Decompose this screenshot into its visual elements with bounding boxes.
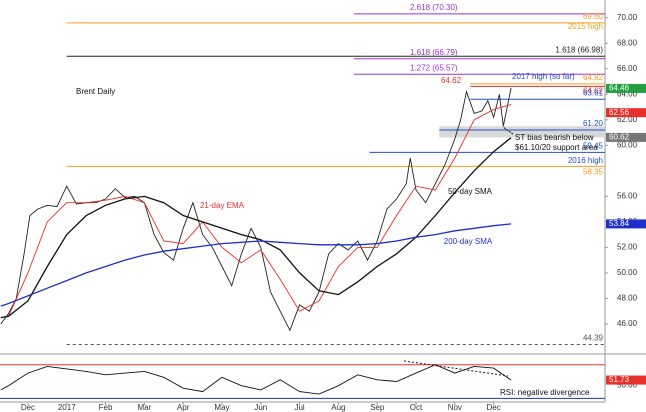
level-label: 1.272 (65.57) xyxy=(410,63,458,72)
x-tick-label: 2017 xyxy=(58,403,76,412)
y-tick-label: 60.00 xyxy=(617,140,638,149)
y-tick-label: 64.00 xyxy=(617,89,638,98)
annotation: 2016 high xyxy=(568,156,603,165)
x-tick-label: Oct xyxy=(410,403,423,412)
price-tag xyxy=(606,219,646,229)
annotation: ST bias bearish below xyxy=(515,133,594,142)
y-tick-label: 70.00 xyxy=(617,13,638,22)
price-tag-label: 60.62 xyxy=(609,133,630,142)
rsi-line xyxy=(0,364,512,395)
level-label: 1.618 (66.79) xyxy=(410,48,458,57)
level-label: 1.618 (66.98) xyxy=(555,45,603,54)
rsi-note: RSI: negative divergence xyxy=(500,388,590,397)
series-label: 200-day SMA xyxy=(444,237,493,246)
level-label: 44.39 xyxy=(583,334,604,343)
x-tick-label: Jul xyxy=(294,403,304,412)
y-tick-label: 50.00 xyxy=(617,268,638,277)
level-label: 64.62 xyxy=(583,87,604,96)
rsi-tick-label: 50.00 xyxy=(617,381,638,390)
annotation: 64.62 xyxy=(441,76,462,85)
x-tick-label: May xyxy=(214,403,229,412)
x-tick-label: Feb xyxy=(99,403,113,412)
level-label: 64.82 xyxy=(583,73,604,82)
y-tick-label: 68.00 xyxy=(617,38,638,47)
x-tick-label: Mar xyxy=(137,403,151,412)
x-tick-label: Jun xyxy=(254,403,267,412)
annotation-arrow xyxy=(502,126,514,135)
chart-title: Brent Daily xyxy=(76,87,115,96)
annotation: $61.10/20 support area xyxy=(515,143,598,152)
price-tag-label: 53.84 xyxy=(609,219,630,228)
divergence-arrow xyxy=(403,360,509,377)
y-tick-label: 62.00 xyxy=(617,115,638,124)
series-line xyxy=(0,223,512,307)
rsi-tag-label: 51.73 xyxy=(609,375,630,384)
annotation: 2015 high xyxy=(568,22,603,31)
level-label: 69.60 xyxy=(583,12,604,21)
price-tag-label: 62.56 xyxy=(609,108,630,117)
series-line xyxy=(0,104,512,319)
level-label: 61.20 xyxy=(583,119,604,128)
y-tick-label: 56.00 xyxy=(617,191,638,200)
series-line xyxy=(0,137,512,319)
rsi-tag xyxy=(606,375,646,385)
level-label: 63.61 xyxy=(583,88,604,97)
x-tick-label: Apr xyxy=(177,403,190,412)
y-tick-label: 46.00 xyxy=(617,319,638,328)
level-label: 59.45 xyxy=(583,141,604,150)
x-tick-label: Dec xyxy=(21,403,35,412)
y-tick-label: 66.00 xyxy=(617,64,638,73)
x-tick-label: Nov xyxy=(448,403,462,412)
price-tag-label: 64.46 xyxy=(609,84,630,93)
x-tick-label: Sep xyxy=(370,403,385,412)
price-tag xyxy=(606,83,646,93)
price-tag xyxy=(606,108,646,118)
x-tick-label: Dec xyxy=(487,403,501,412)
annotation: 2017 high (so far) xyxy=(512,72,575,81)
series-label: 21-day EMA xyxy=(200,201,245,210)
level-label: 58.35 xyxy=(583,167,604,176)
y-tick-label: 52.00 xyxy=(617,242,638,251)
level-label: 2.618 (70.30) xyxy=(410,3,458,12)
support-zone xyxy=(439,126,605,138)
series-label: 50-day SMA xyxy=(448,187,493,196)
x-tick-label: Aug xyxy=(331,403,345,412)
price-tag xyxy=(606,132,646,142)
y-tick-label: 48.00 xyxy=(617,294,638,303)
